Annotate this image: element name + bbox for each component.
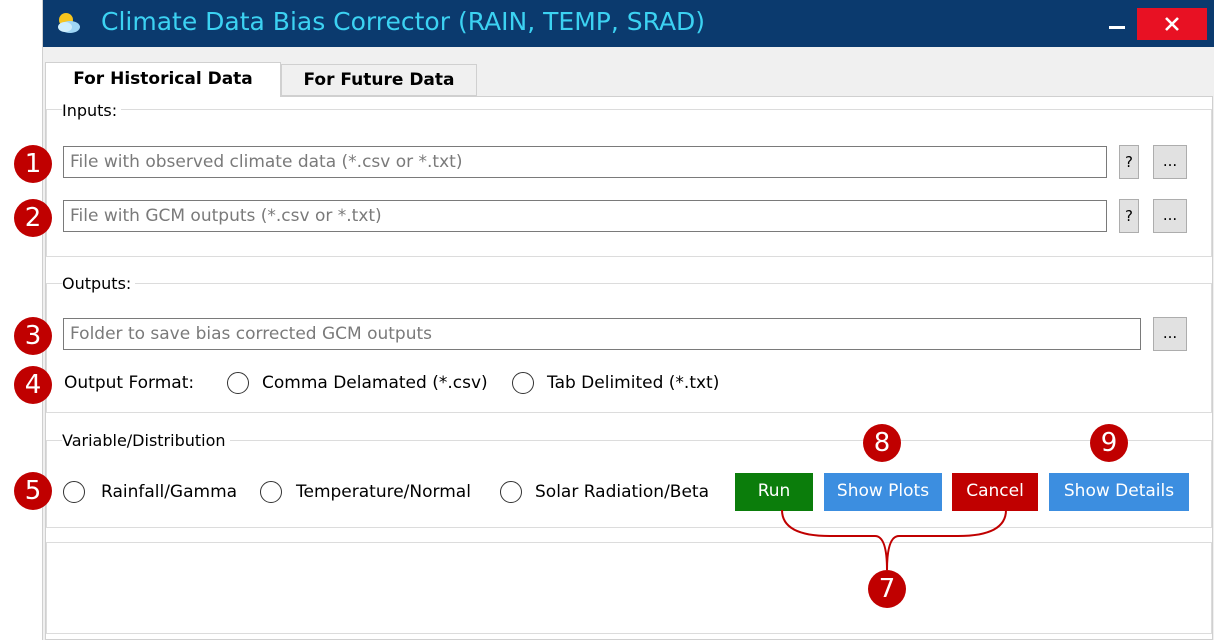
csv-format-label[interactable]: Comma Delamated (*.csv) [262,373,488,393]
close-button[interactable] [1137,8,1207,40]
gcm-outputs-file-input[interactable]: File with GCM outputs (*.csv or *.txt) [63,200,1107,232]
gcm-outputs-help-button[interactable]: ? [1119,199,1139,233]
cancel-button[interactable]: Cancel [952,473,1038,511]
minimize-button[interactable] [1103,12,1133,38]
inputs-group [46,109,1212,257]
csv-format-radio[interactable] [227,372,249,394]
inputs-group-label: Inputs: [62,101,122,120]
temperature-normal-radio[interactable] [260,481,282,503]
temperature-normal-label[interactable]: Temperature/Normal [296,482,471,502]
outputs-group-label: Outputs: [62,274,136,293]
output-format-label: Output Format: [64,373,195,393]
close-icon [1165,17,1179,31]
observed-data-file-input[interactable]: File with observed climate data (*.csv o… [63,146,1107,178]
weather-icon [58,13,80,33]
bracket-annotation [781,509,1007,571]
run-button[interactable]: Run [735,473,813,511]
tab-historical-data[interactable]: For Historical Data [45,62,281,97]
progress-group [46,542,1212,634]
solar-radiation-beta-radio[interactable] [500,481,522,503]
app-window: Climate Data Bias Corrector (RAIN, TEMP,… [42,0,1214,640]
rainfall-gamma-radio[interactable] [63,481,85,503]
output-folder-browse-button[interactable]: ... [1153,317,1187,351]
show-details-button[interactable]: Show Details [1049,473,1189,511]
tab-future-data[interactable]: For Future Data [281,64,477,96]
variable-distribution-group-label: Variable/Distribution [62,431,230,450]
observed-data-browse-button[interactable]: ... [1153,145,1187,179]
marker-8: 8 [863,424,901,462]
show-plots-button[interactable]: Show Plots [824,473,942,511]
minimize-icon [1109,26,1125,29]
gcm-outputs-browse-button[interactable]: ... [1153,199,1187,233]
rainfall-gamma-label[interactable]: Rainfall/Gamma [101,482,238,502]
marker-4: 4 [14,366,52,404]
marker-3: 3 [14,317,52,355]
marker-1: 1 [14,145,52,183]
marker-5: 5 [14,472,52,510]
historical-tab-panel: Inputs: File with observed climate data … [45,96,1213,640]
title-bar: Climate Data Bias Corrector (RAIN, TEMP,… [43,0,1214,47]
window-title: Climate Data Bias Corrector (RAIN, TEMP,… [101,7,706,36]
marker-2: 2 [14,199,52,237]
output-folder-input[interactable]: Folder to save bias corrected GCM output… [63,318,1141,350]
observed-data-help-button[interactable]: ? [1119,145,1139,179]
txt-format-radio[interactable] [512,372,534,394]
marker-7: 7 [868,570,906,608]
marker-9: 9 [1090,424,1128,462]
solar-radiation-beta-label[interactable]: Solar Radiation/Beta [535,482,710,502]
txt-format-label[interactable]: Tab Delimited (*.txt) [547,373,720,393]
